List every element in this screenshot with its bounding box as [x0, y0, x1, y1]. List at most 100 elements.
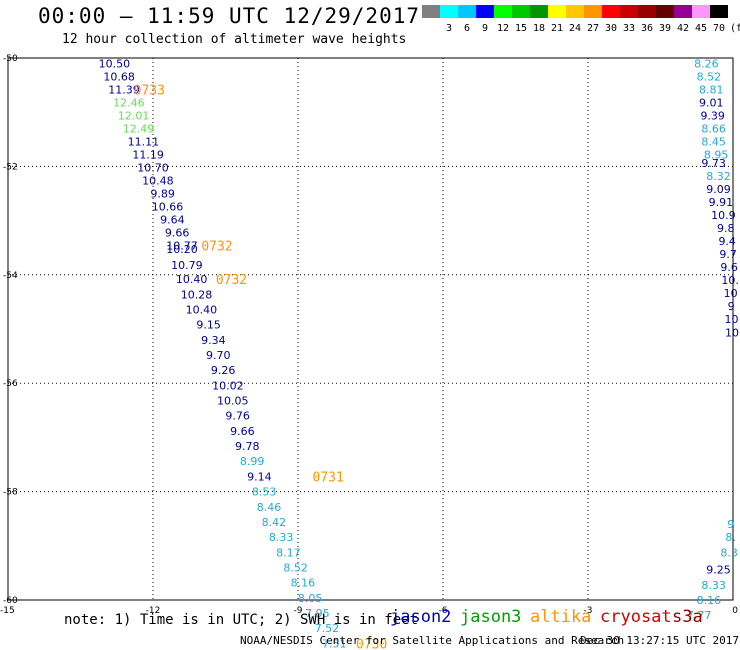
swh-value-label: 9.64: [160, 214, 185, 227]
satellite-label-jason2: jason2: [390, 607, 452, 627]
x-tick-label: -3: [584, 606, 593, 616]
colorbar-label: 45: [694, 23, 708, 34]
swh-value-label: 8.52: [697, 70, 722, 83]
colorbar-swatch: [620, 5, 638, 18]
colorbar-swatch: [566, 5, 584, 18]
colorbar-swatch: [584, 5, 602, 18]
colorbar-swatch: [512, 5, 530, 18]
pass-time-label: 0730: [356, 637, 387, 650]
swh-value-label: 10.68: [103, 70, 135, 83]
swh-value-label: 8.46: [257, 501, 282, 514]
colorbar-label: 30: [604, 23, 618, 34]
swh-value-label: 10.50: [99, 57, 131, 70]
swh-value-label: 11.11: [128, 135, 160, 148]
y-tick-label: -52: [3, 162, 18, 172]
x-tick-label: -15: [0, 606, 15, 616]
swh-value-label: 9.8: [717, 222, 735, 235]
pass-time-label: 0731: [313, 470, 344, 485]
swh-value-label: 9.34: [201, 334, 226, 347]
chart-subtitle: 12 hour collection of altimeter wave hei…: [62, 32, 407, 47]
swh-value-label: 8.45: [701, 135, 726, 148]
colorbar-swatch: [692, 5, 710, 18]
pass-time-label: 0732: [201, 240, 232, 255]
swh-value-label: 9: [728, 300, 735, 313]
swh-value-label: 7.51: [322, 637, 347, 650]
swh-value-label: 8.52: [283, 561, 308, 574]
swh-value-label: 8.66: [701, 122, 726, 135]
swh-value-label: 9.73: [701, 157, 726, 170]
swh-value-label: 10: [725, 313, 739, 326]
y-tick-label: -50: [3, 54, 18, 64]
satellite-label-altika: altika: [530, 607, 592, 627]
swh-value-label: 10.28: [181, 288, 213, 301]
swh-value-label: 8.32: [706, 170, 731, 183]
colorbar-label: 36: [640, 23, 654, 34]
swh-value-label: 9.91: [709, 196, 734, 209]
swh-value-label: 8.: [725, 531, 736, 544]
swh-value-label: 8.42: [262, 516, 287, 529]
swh-value-label: 8.26: [694, 57, 719, 70]
x-tick-label: -12: [146, 606, 161, 616]
colorbar-label: 9: [481, 23, 489, 34]
colorbar-label: 12: [496, 23, 510, 34]
swh-value-label: 8.16: [697, 594, 722, 607]
colorbar-label: 6: [463, 23, 471, 34]
pass-time-label: 0732: [216, 273, 247, 288]
swh-value-label: 9.66: [165, 227, 190, 240]
satellite-label-cryosat: cryosat: [600, 607, 672, 627]
x-tick-label: -9: [294, 606, 303, 616]
swh-value-label: 9.89: [150, 188, 175, 201]
colorbar-swatch: [656, 5, 674, 18]
swh-value-label: 10.40: [186, 303, 218, 316]
y-tick-label: -54: [3, 271, 18, 281]
satellite-label-jason3: jason3: [460, 607, 522, 627]
swh-value-label: 8.3: [720, 546, 738, 559]
y-tick-label: -58: [3, 488, 18, 498]
swh-value-label: 9.26: [211, 364, 236, 377]
swh-value-label: 10.77: [166, 240, 198, 253]
x-tick-label: 0: [732, 606, 738, 616]
swh-value-label: 9.78: [235, 440, 260, 453]
swh-value-label: 8.05: [298, 592, 323, 605]
credit-line: NOAA/NESDIS Center for Satellite Applica…: [240, 634, 625, 647]
swh-value-label: 9: [727, 518, 734, 531]
units-note: note: 1) Time is in UTC; 2) SWH is in fe…: [64, 612, 419, 628]
colorbar-swatch: [458, 5, 476, 18]
swh-value-label: 10.: [721, 274, 739, 287]
colorbar-swatch: [476, 5, 494, 18]
colorbar-swatch: [602, 5, 620, 18]
chart-title: 00:00 — 11:59 UTC 12/29/2017: [38, 4, 421, 28]
pass-time-label: 0733: [134, 83, 165, 98]
colorbar-swatch: [422, 5, 440, 18]
swh-value-label: 9.66: [230, 425, 255, 438]
swh-value-label: 8.81: [699, 83, 724, 96]
colorbar-swatch: [710, 5, 728, 18]
colorbar-unit: (ft): [730, 23, 740, 34]
satellite-label-s3a: s3a: [672, 607, 703, 627]
x-tick-label: -6: [439, 606, 448, 616]
swh-value-label: 10.05: [217, 395, 249, 408]
colorbar-label: 18: [532, 23, 546, 34]
swh-value-label: 10: [725, 326, 739, 339]
swh-value-label: 8.99: [240, 455, 265, 468]
swh-value-label: 12.01: [118, 109, 150, 122]
swh-value-label: 10.02: [212, 379, 244, 392]
colorbar-label: 21: [550, 23, 564, 34]
swh-value-label: 9.7: [719, 248, 737, 261]
swh-value-label: 10.70: [137, 161, 169, 174]
colorbar-label: 42: [676, 23, 690, 34]
swh-value-label: 9.4: [718, 235, 736, 248]
swh-value-label: 9.14: [247, 470, 272, 483]
swh-value-label: 9.01: [699, 96, 724, 109]
swh-value-label: 10.9: [711, 209, 736, 222]
colorbar-label: 24: [568, 23, 582, 34]
y-tick-label: -60: [3, 596, 18, 606]
swh-value-label: 8.33: [269, 531, 294, 544]
swh-value-label: 10.40: [176, 273, 208, 286]
colorbar-swatch: [638, 5, 656, 18]
colorbar-swatch: [674, 5, 692, 18]
colorbar-label: 33: [622, 23, 636, 34]
colorbar-label: 3: [445, 23, 453, 34]
colorbar-label: 27: [586, 23, 600, 34]
